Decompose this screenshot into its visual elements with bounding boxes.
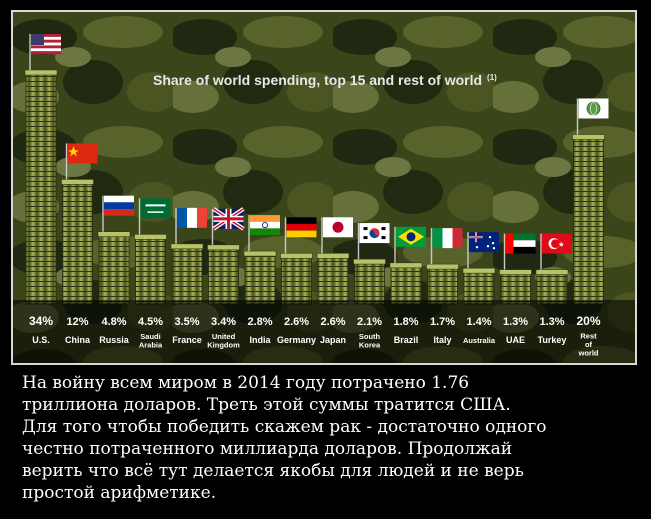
value-label: 1.3% [503,316,528,328]
bar-rest-of-world [572,134,605,305]
label-strip [13,300,635,363]
bar-saudi-arabia [134,234,167,305]
value-label: 3.5% [174,316,199,328]
bar-china [61,179,94,305]
france-flag [175,207,207,244]
india-flag [248,215,280,252]
bar-brazil [389,262,423,305]
japan-flag [321,217,353,254]
category-label: Rest of world [578,332,599,358]
category-label: UAE [506,335,525,345]
south-korea-flag [357,223,390,260]
australia-flag [467,232,499,269]
value-label: 4.5% [138,316,163,328]
bar-uae [499,269,532,305]
category-label: Brazil [394,335,419,345]
chart-frame: 34% U.S. 12% China 4.8% Russia 4.5% Saudi Arabia… [11,10,637,365]
uk-flag [211,207,245,245]
category-label: France [172,335,202,345]
value-label: 1.4% [466,316,491,328]
value-label: 34% [29,314,53,328]
bar-france [170,243,204,305]
bar-turkey [535,269,569,305]
value-label: 2.8% [247,316,272,328]
category-label: U.S. [32,335,50,345]
caption-line: На войну всем миром в 2014 году потрачен… [22,373,470,393]
saudi-arabia-flag [138,198,171,235]
caption-line: честно потраченного миллиарда доларов. П… [22,439,513,459]
bar-germany [280,252,313,305]
value-label: 3.4% [211,316,236,328]
caption-line: триллиона доларов. Треть этой суммы трат… [22,395,511,415]
value-label: 1.7% [430,316,455,328]
value-label: 4.8% [101,316,126,328]
value-label: 1.3% [539,316,564,328]
category-label: Russia [99,335,130,345]
bar-south-korea [353,258,386,305]
value-label: 1.8% [393,316,418,328]
value-label: 12% [66,316,88,328]
caption-line: верить что всё тут делается якобы для лю… [22,461,524,481]
category-label: Turkey [538,335,567,345]
uae-flag [503,233,536,270]
world-flag [576,98,609,135]
category-label: Germany [277,335,316,345]
category-label: Japan [320,335,346,345]
brazil-flag [394,226,426,263]
caption-line: Для того чтобы победить скажем рак - дос… [22,417,547,437]
caption-text: На войну всем миром в 2014 году потрачен… [22,372,637,504]
military-spending-chart: 34% U.S. 12% China 4.8% Russia 4.5% Saudi Arabia… [13,12,635,363]
bar-u-s- [24,69,58,305]
category-label: United Kingdom [207,332,240,350]
turkey-flag [540,233,572,270]
category-label: South Korea [359,332,381,350]
germany-flag [284,217,317,254]
value-label: 20% [576,314,600,328]
bar-united-kingdom [207,244,240,305]
category-label: Saudi Arabia [139,332,163,350]
chart-title: Share of world spending, top 15 and rest… [153,72,497,88]
bar-india [243,250,277,305]
bar-italy [426,263,459,305]
value-label: 2.6% [284,316,309,328]
italy-flag [430,228,463,265]
bar-russia [97,231,131,305]
china-flag [65,143,98,180]
bar-australia [462,267,496,305]
us-flag [29,34,61,70]
caption-line: простой арифметике. [22,483,217,503]
value-label: 2.6% [320,316,345,328]
russia-flag [102,195,134,232]
category-label: Australia [463,336,496,345]
category-label: India [249,335,271,345]
category-label: China [65,335,91,345]
category-label: Italy [433,335,451,345]
value-label: 2.1% [357,316,382,328]
bar-japan [316,252,350,305]
